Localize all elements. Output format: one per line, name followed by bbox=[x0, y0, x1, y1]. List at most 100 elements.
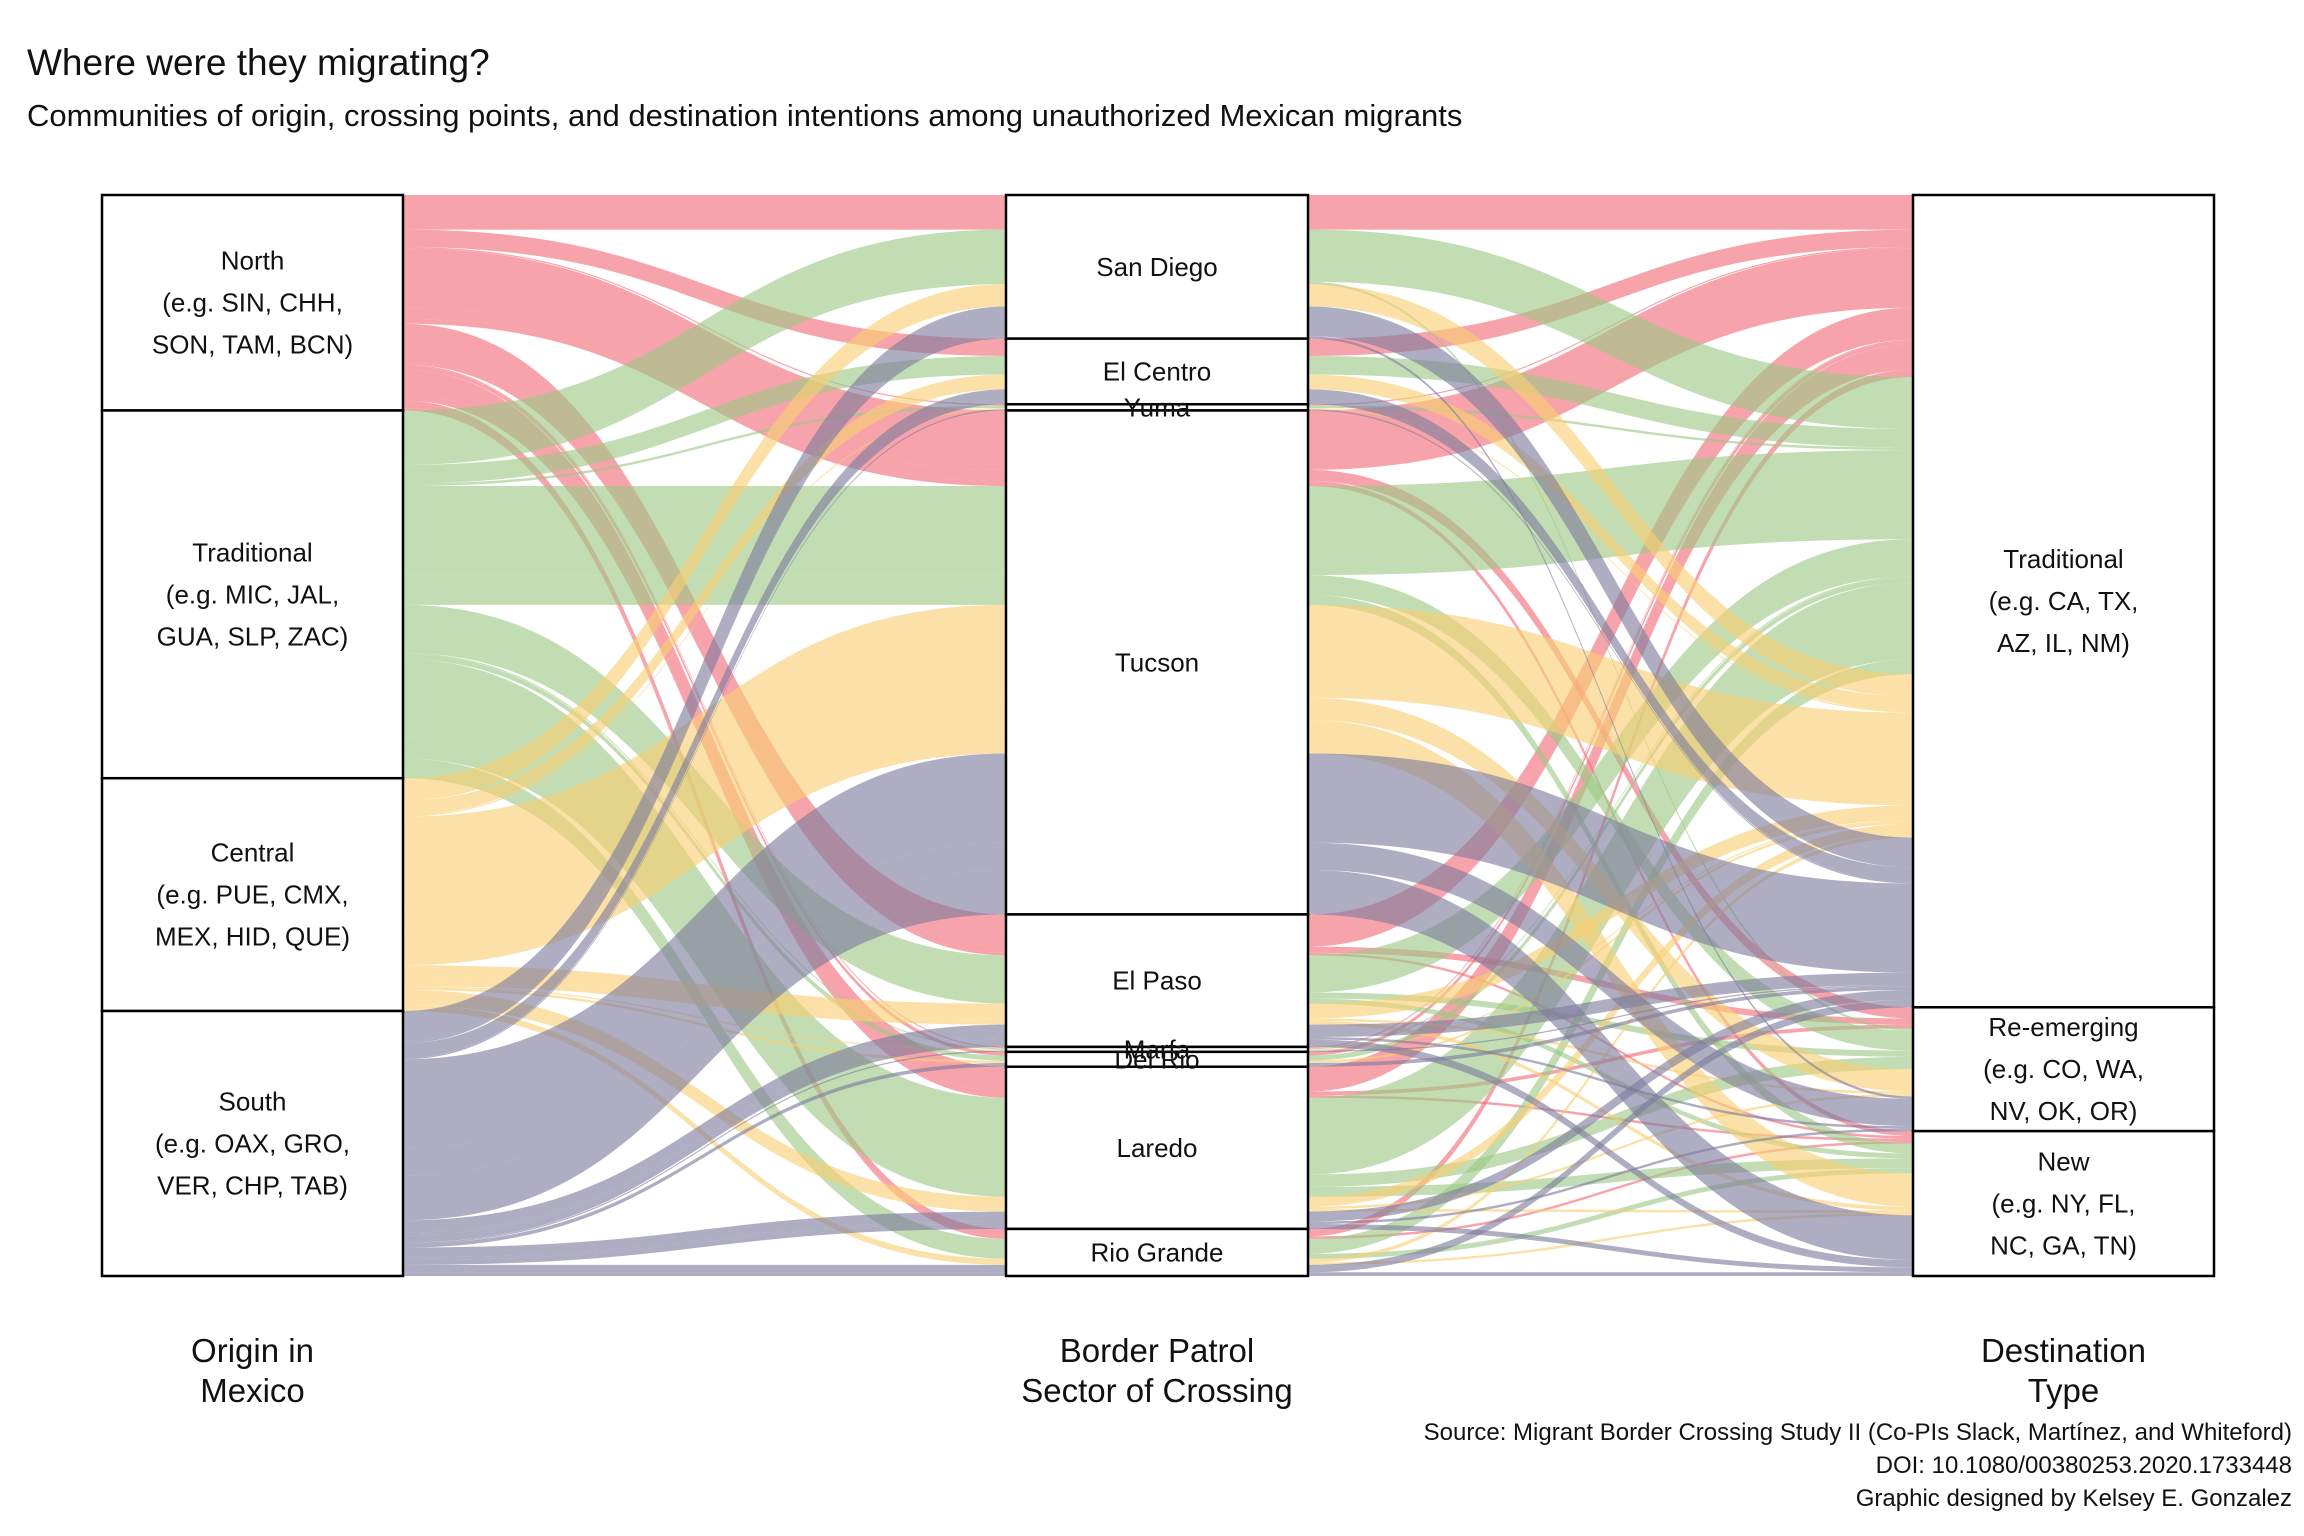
flow-south-to-el-paso bbox=[403, 1024, 1006, 1233]
flow-tucson-to-new bbox=[1308, 720, 1913, 1207]
flow-central-to-yuma bbox=[403, 407, 1006, 817]
stratum-label-line: El Paso bbox=[1112, 966, 1202, 996]
stratum-label-line: SON, TAM, BCN) bbox=[152, 330, 353, 360]
flow-el-centro-to-traditional bbox=[1308, 389, 1913, 883]
flow-traditional-to-san-diego bbox=[403, 229, 1006, 463]
stratum-label-line: Central bbox=[211, 838, 295, 868]
flow-el-paso-to-new bbox=[1308, 1039, 1913, 1268]
flow-marfa-to-traditional bbox=[1308, 985, 1913, 1052]
flow-el-paso-to-re-emerging bbox=[1308, 992, 1913, 1057]
flow-south-to-san-diego bbox=[403, 306, 1006, 1041]
flow-el-paso-to-new bbox=[1308, 1020, 1913, 1211]
flow-yuma-to-traditional bbox=[1308, 405, 1913, 451]
stratum-label-line: (e.g. SIN, CHH, bbox=[162, 288, 343, 318]
stratum-label-line: VER, CHP, TAB) bbox=[157, 1171, 348, 1201]
flow-south-to-del-rio bbox=[403, 1063, 1006, 1248]
flow-del-rio-to-traditional bbox=[1308, 821, 1913, 1064]
flow-north-to-san-diego bbox=[403, 195, 1006, 230]
stratum-label-line: Traditional bbox=[2003, 544, 2123, 574]
flow-el-paso-to-traditional bbox=[1308, 805, 1913, 1019]
flow-san-diego-to-re-emerging bbox=[1308, 281, 1913, 1031]
flow-el-centro-to-traditional bbox=[1308, 229, 1913, 356]
flow-central-to-laredo bbox=[403, 989, 1006, 1207]
axis-labels: Origin in Mexico Border Patrol Sector of Cr… bbox=[191, 1332, 2146, 1409]
flow-el-paso-to-traditional bbox=[1308, 972, 1913, 1038]
stratum-label-origin-north: North (e.g. SIN, CHH, SON, TAM, BCN) bbox=[152, 246, 353, 360]
stratum-label-destination-new: New (e.g. NY, FL, NC, GA, TN) bbox=[1990, 1147, 2137, 1261]
axis-label-line: Destination bbox=[1981, 1332, 2146, 1369]
flow-traditional-to-tucson bbox=[403, 485, 1006, 576]
flow-south-to-tucson bbox=[403, 842, 1006, 1176]
stratum-label-line: (e.g. CO, WA, bbox=[1983, 1054, 2144, 1084]
flow-north-to-el-centro bbox=[403, 229, 1006, 356]
flow-south-to-yuma bbox=[403, 409, 1006, 1060]
flows-sector-to-destination bbox=[1308, 195, 1913, 1276]
stratum-label-line: South bbox=[219, 1087, 287, 1117]
stratum-origin-traditional bbox=[100, 409, 405, 780]
stratum-label-line: Laredo bbox=[1117, 1133, 1198, 1163]
stratum-origin-central bbox=[100, 776, 405, 1013]
stratum-label-line: NC, GA, TN) bbox=[1990, 1231, 2137, 1261]
stratum-destination-new bbox=[1911, 1129, 2216, 1278]
flow-central-to-el-centro bbox=[403, 374, 1006, 816]
stratum-label-line: Traditional bbox=[192, 537, 312, 567]
flow-tucson-to-re-emerging bbox=[1308, 842, 1913, 1127]
flow-south-to-tucson bbox=[403, 753, 1006, 1149]
flow-traditional-to-tucson bbox=[403, 575, 1006, 595]
stratum-label-sector-san-diego: San Diego bbox=[1096, 252, 1217, 282]
stratum-label-destination-traditional: Traditional (e.g. CA, TX, AZ, IL, NM) bbox=[1989, 544, 2139, 658]
flow-laredo-to-re-emerging bbox=[1308, 1056, 1913, 1187]
stratum-destination-re-emerging bbox=[1911, 1006, 2216, 1133]
stratum-label-sector-yuma: Yuma bbox=[1124, 392, 1191, 422]
stratum-label-sector-marfa: Marfa bbox=[1124, 1034, 1191, 1064]
stratum-label-sector-del-rio: Del Rio bbox=[1114, 1044, 1199, 1074]
stratum-sector-laredo bbox=[1004, 1065, 1310, 1231]
stratum-label-line: San Diego bbox=[1096, 252, 1217, 282]
stratum-sector-san-diego bbox=[1004, 193, 1310, 340]
flow-north-to-el-paso bbox=[403, 323, 1006, 947]
flow-south-to-el-centro bbox=[403, 389, 1006, 1059]
flow-rio-grande-to-new bbox=[1308, 1272, 1913, 1276]
flow-north-to-el-paso bbox=[403, 355, 1006, 953]
stratum-label-origin-central: Central (e.g. PUE, CMX, MEX, HID, QUE) bbox=[155, 838, 350, 952]
stratum-sector-rio-grande bbox=[1004, 1227, 1310, 1278]
flow-central-to-san-diego bbox=[403, 284, 1006, 801]
flow-tucson-to-traditional bbox=[1308, 753, 1913, 973]
stratum-label-line: Marfa bbox=[1124, 1034, 1191, 1064]
stratum-label-sector-el-paso: El Paso bbox=[1112, 966, 1202, 996]
axis-label-line: Mexico bbox=[200, 1372, 305, 1409]
chart-title: Where were they migrating? bbox=[27, 42, 490, 83]
flow-rio-grande-to-new bbox=[1308, 1212, 1913, 1265]
axis-label-origin: Origin in Mexico bbox=[191, 1332, 314, 1409]
flows-origin-to-sector bbox=[403, 195, 1006, 1276]
stratum-label-sector-rio-grande: Rio Grande bbox=[1091, 1237, 1224, 1267]
axis-label-line: Sector of Crossing bbox=[1021, 1372, 1292, 1409]
flow-traditional-to-san-diego bbox=[403, 281, 1006, 465]
axis-label-line: Border Patrol bbox=[1060, 1332, 1254, 1369]
flow-laredo-to-traditional bbox=[1308, 989, 1913, 1222]
flow-north-to-marfa bbox=[403, 364, 1006, 1049]
stratum-label-line: (e.g. PUE, CMX, bbox=[156, 880, 348, 910]
flow-south-to-el-paso bbox=[403, 1037, 1006, 1236]
stratum-label-line: Del Rio bbox=[1114, 1044, 1199, 1074]
flow-south-to-rio-grande bbox=[403, 1272, 1006, 1276]
flow-south-to-el-paso bbox=[403, 1039, 1006, 1243]
flow-laredo-to-re-emerging bbox=[1308, 1128, 1913, 1224]
stratum-origin-south bbox=[100, 1009, 405, 1278]
flow-el-paso-to-traditional bbox=[1308, 307, 1913, 947]
flow-south-to-marfa bbox=[403, 1050, 1006, 1244]
stratum-sector-el-paso bbox=[1004, 913, 1310, 1049]
stratum-label-origin-traditional: Traditional (e.g. MIC, JAL, GUA, SLP, ZAC) bbox=[157, 537, 349, 651]
flow-south-to-tucson bbox=[403, 869, 1006, 1221]
stratum-label-line: (e.g. OAX, GRO, bbox=[155, 1129, 350, 1159]
stratum-label-line: Tucson bbox=[1115, 647, 1199, 677]
stratum-label-line: Yuma bbox=[1124, 392, 1191, 422]
flow-central-to-tucson bbox=[403, 697, 1006, 932]
source-line: Source: Migrant Border Crossing Study II… bbox=[1423, 1419, 2292, 1446]
stratum-label-line: MEX, HID, QUE) bbox=[155, 922, 350, 952]
flow-central-to-tucson bbox=[403, 720, 1006, 966]
flow-san-diego-to-traditional bbox=[1308, 306, 1913, 868]
flow-rio-grande-to-new bbox=[1308, 1141, 1913, 1239]
stratum-label-line: Rio Grande bbox=[1091, 1237, 1224, 1267]
